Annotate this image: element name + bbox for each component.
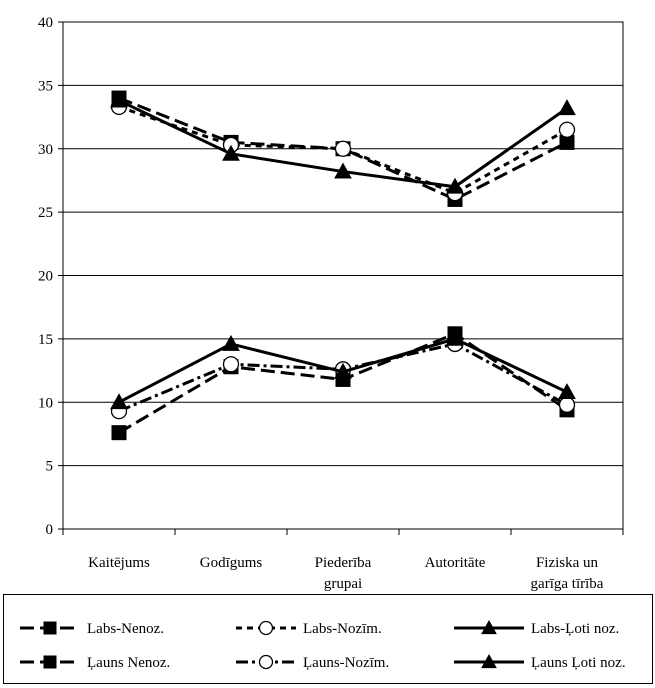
- legend-items: Labs-Nenoz. Labs-Nozīm. Labs-Ļoti noz. Ļaun…: [20, 619, 626, 671]
- y-tick-label: 20: [38, 269, 53, 285]
- data-point-triangle: [558, 99, 576, 116]
- y-axis: 0 5 10 15 20 25 30 35 40: [38, 15, 63, 538]
- data-point-triangle: [481, 653, 497, 669]
- x-category-label: Godīgums: [200, 555, 263, 571]
- legend-label: Labs-Ļoti noz.: [531, 621, 619, 637]
- x-category-label: Kaitējums: [88, 555, 150, 571]
- data-point-triangle: [110, 91, 128, 108]
- x-category-label: Autoritāte: [425, 555, 486, 571]
- data-point-triangle: [334, 162, 352, 179]
- legend-item: Labs-Nenoz.: [20, 621, 164, 637]
- legend-item: Ļauns-Nozīm.: [236, 654, 389, 671]
- data-point-triangle: [446, 329, 464, 346]
- y-tick-label: 40: [38, 15, 53, 31]
- data-point-triangle: [334, 362, 352, 379]
- data-point-triangle: [558, 383, 576, 400]
- x-category-label: garīga tīrība: [531, 576, 604, 592]
- y-tick-label: 15: [38, 332, 53, 348]
- data-point-circle: [558, 396, 576, 413]
- data-point-triangle: [110, 393, 128, 410]
- legend-label: Ļauns Ļoti noz.: [531, 655, 626, 671]
- data-point-circle: [558, 121, 576, 138]
- legend-label: Ļauns-Nozīm.: [303, 655, 389, 671]
- data-point-triangle: [222, 334, 240, 351]
- legend-label: Labs-Nenoz.: [87, 621, 164, 637]
- x-category-label: grupai: [324, 576, 362, 592]
- x-category-label: Fiziska un: [536, 555, 599, 571]
- series-3: [110, 91, 576, 194]
- legend-item: Labs-Ļoti noz.: [454, 619, 619, 637]
- legend-item: Ļauns Nenoz.: [20, 655, 170, 671]
- y-tick-label: 10: [38, 395, 53, 411]
- data-point-circle: [258, 620, 274, 636]
- data-point-circle: [222, 356, 240, 373]
- legend: Labs-Nenoz. Labs-Nozīm. Labs-Ļoti noz. Ļaun…: [3, 594, 653, 684]
- y-tick-label: 5: [46, 459, 54, 475]
- data-point-triangle: [446, 177, 464, 194]
- data-point-triangle: [481, 619, 497, 635]
- legend-item: Ļauns Ļoti noz.: [454, 653, 626, 671]
- series-6: [110, 329, 576, 410]
- y-tick-label: 0: [46, 522, 54, 538]
- data-point-square: [111, 425, 127, 441]
- legend-label: Labs-Nozīm.: [303, 621, 382, 637]
- x-axis: Kaitējums Godīgums Piederība grupai Autoritā…: [62, 529, 624, 592]
- y-tick-label: 25: [38, 205, 53, 221]
- data-point-square: [43, 655, 57, 669]
- y-tick-label: 30: [38, 142, 53, 158]
- line-chart: 0 5 10 15 20 25 30 35 40 Kaitējums Godīgums Pieder…: [38, 15, 624, 592]
- legend-label: Ļauns Nenoz.: [87, 655, 170, 671]
- legend-item: Labs-Nozīm.: [236, 620, 382, 637]
- data-point-circle: [258, 654, 274, 670]
- y-tick-label: 35: [38, 78, 53, 94]
- x-category-label: Piederība: [315, 555, 372, 571]
- series-layer: [110, 90, 576, 441]
- data-point-triangle: [222, 144, 240, 161]
- series-line: [118, 105, 568, 195]
- data-point-circle: [334, 140, 352, 157]
- data-point-square: [43, 621, 57, 635]
